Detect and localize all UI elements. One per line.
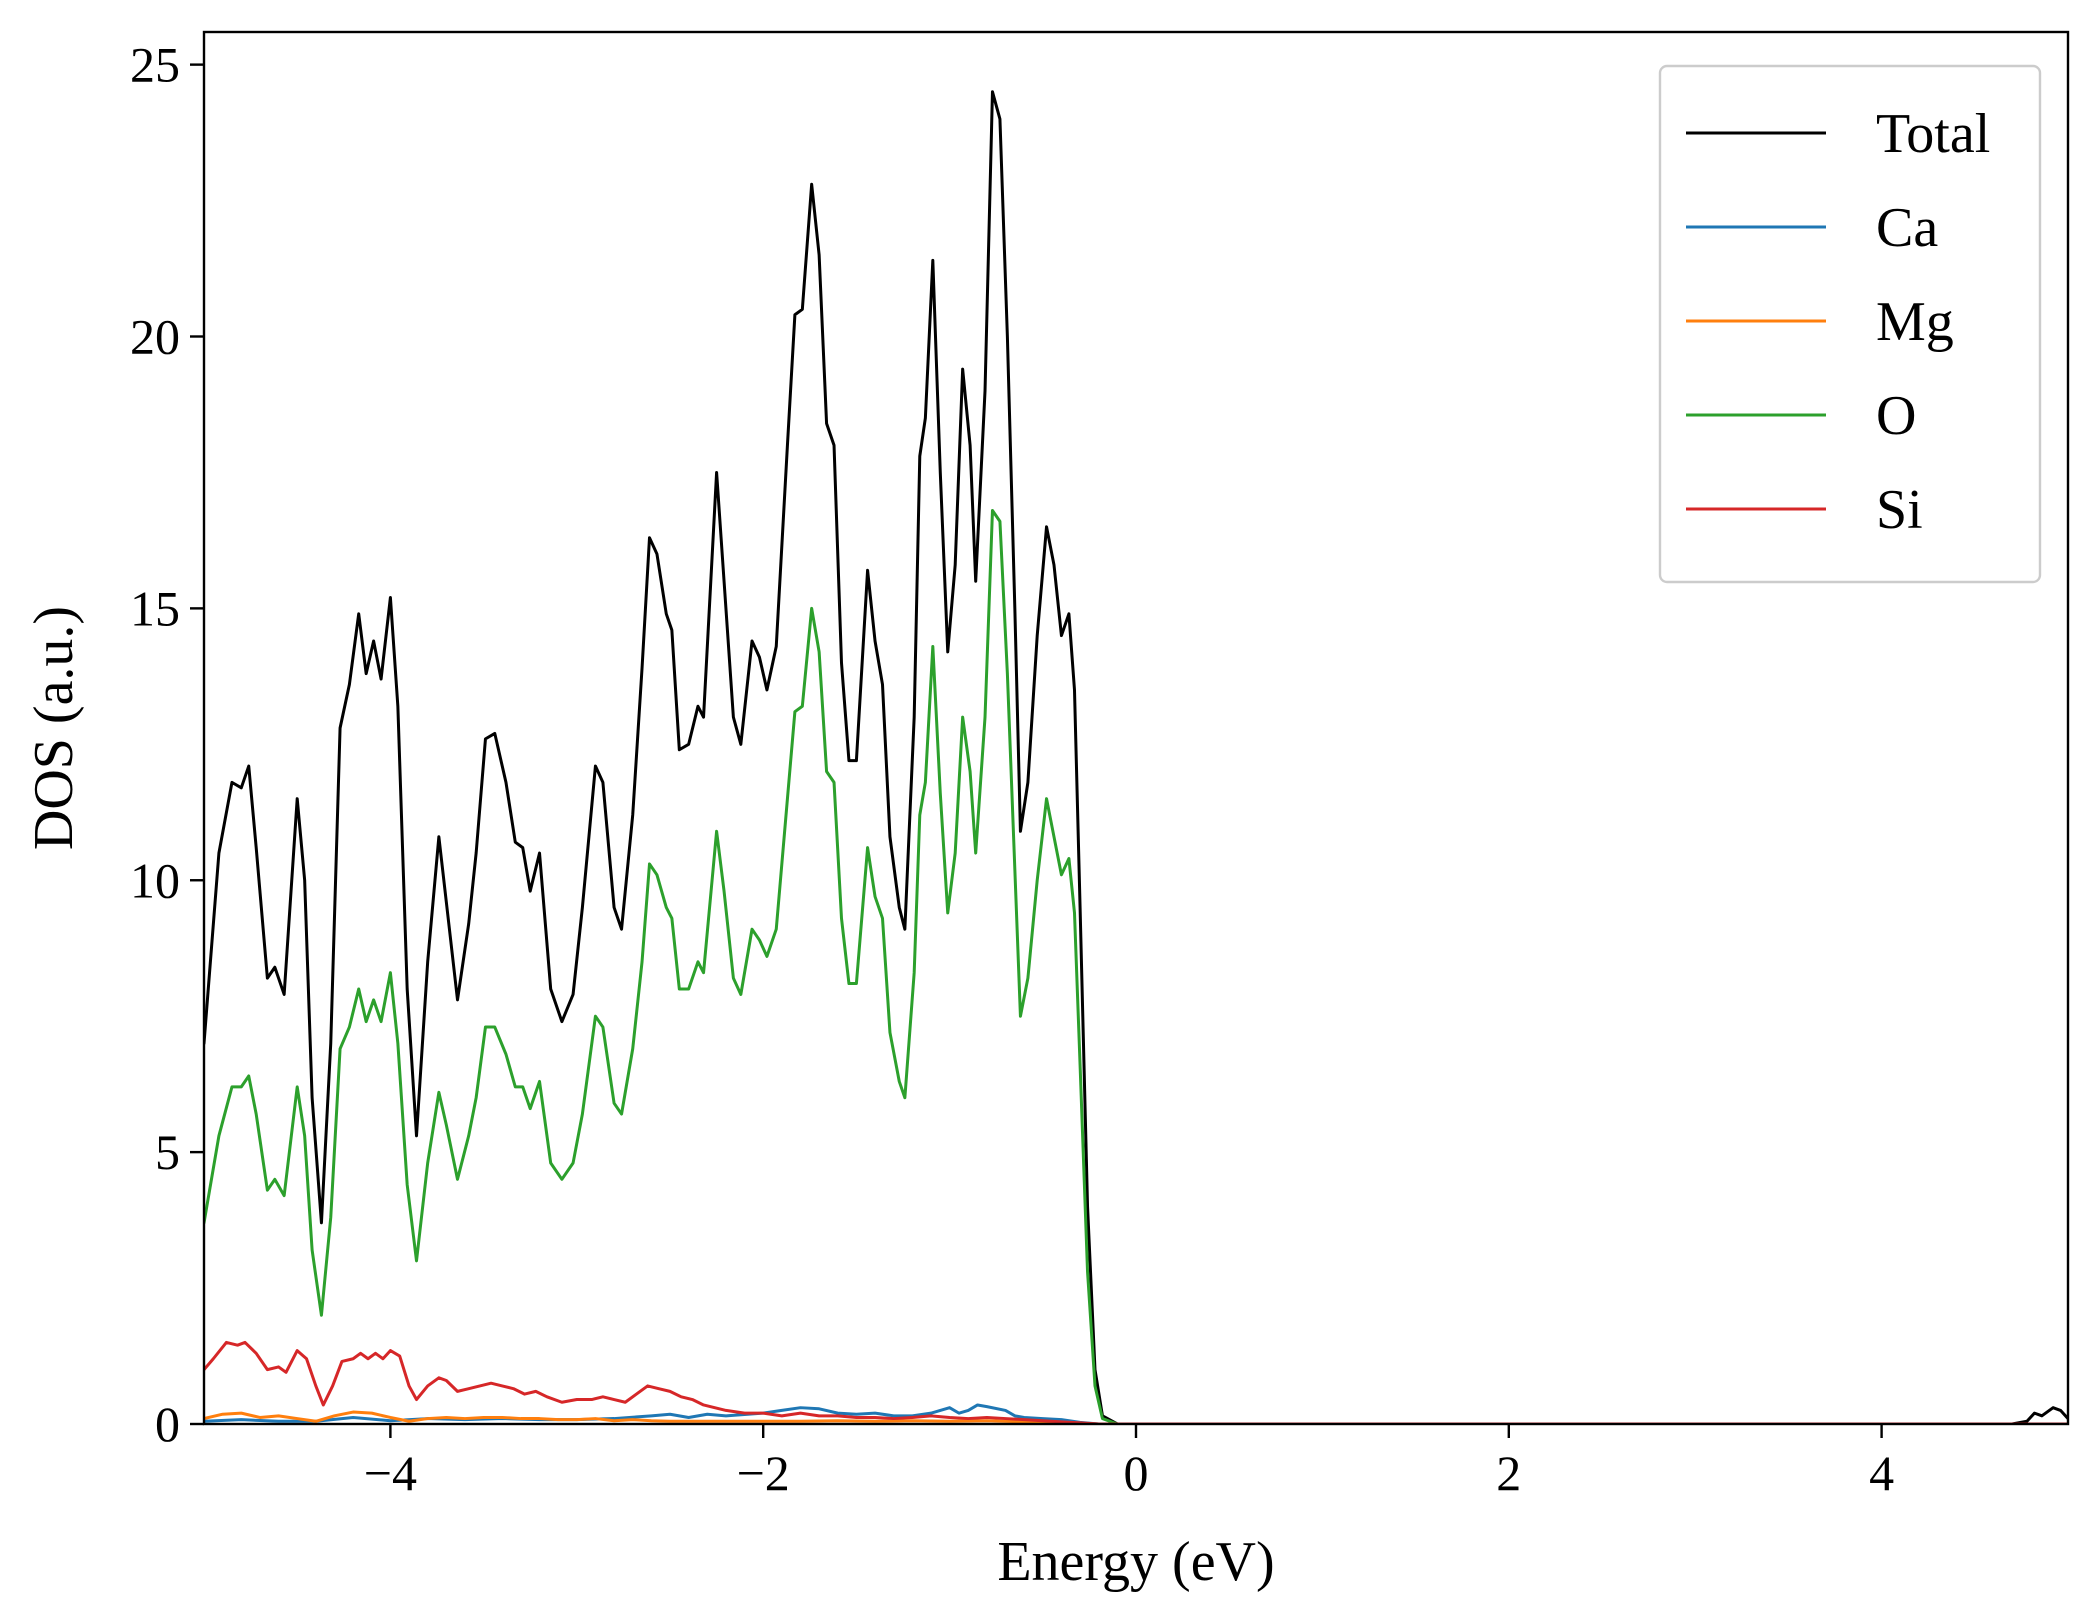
legend-label-mg: Mg: [1876, 291, 1954, 353]
x-tick-label: 2: [1496, 1445, 1521, 1501]
series-layer: [204, 90, 2068, 1424]
legend: Total Ca Mg O Si: [1658, 64, 2042, 584]
series-line-ca: [204, 1403, 2068, 1424]
y-tick-label: 0: [155, 1396, 180, 1452]
legend-label-total: Total: [1876, 103, 1990, 165]
series-line-si: [204, 1340, 2068, 1424]
y-tick-label: 10: [130, 852, 180, 908]
y-tick-label: 25: [130, 37, 180, 93]
x-axis: −4 −2 0 2 4: [364, 1424, 1894, 1501]
legend-label-o: O: [1876, 385, 1916, 447]
y-axis-title: DOS (a.u.): [23, 606, 85, 850]
series-line-total: [204, 90, 2068, 1424]
x-tick-label: 0: [1124, 1445, 1149, 1501]
y-axis: 0 5 10 15 20 25: [130, 37, 204, 1452]
x-tick-label: −2: [737, 1445, 790, 1501]
x-tick-label: −4: [364, 1445, 417, 1501]
series-line-o: [204, 509, 2068, 1424]
x-tick-label: 4: [1869, 1445, 1894, 1501]
y-tick-label: 15: [130, 580, 180, 636]
x-axis-title: Energy (eV): [997, 1531, 1274, 1593]
y-tick-label: 5: [155, 1124, 180, 1180]
series-line-mg: [204, 1410, 2068, 1424]
legend-box: [1658, 64, 2042, 584]
y-tick-label: 20: [130, 309, 180, 365]
legend-label-ca: Ca: [1876, 197, 1938, 259]
legend-label-si: Si: [1876, 479, 1923, 541]
